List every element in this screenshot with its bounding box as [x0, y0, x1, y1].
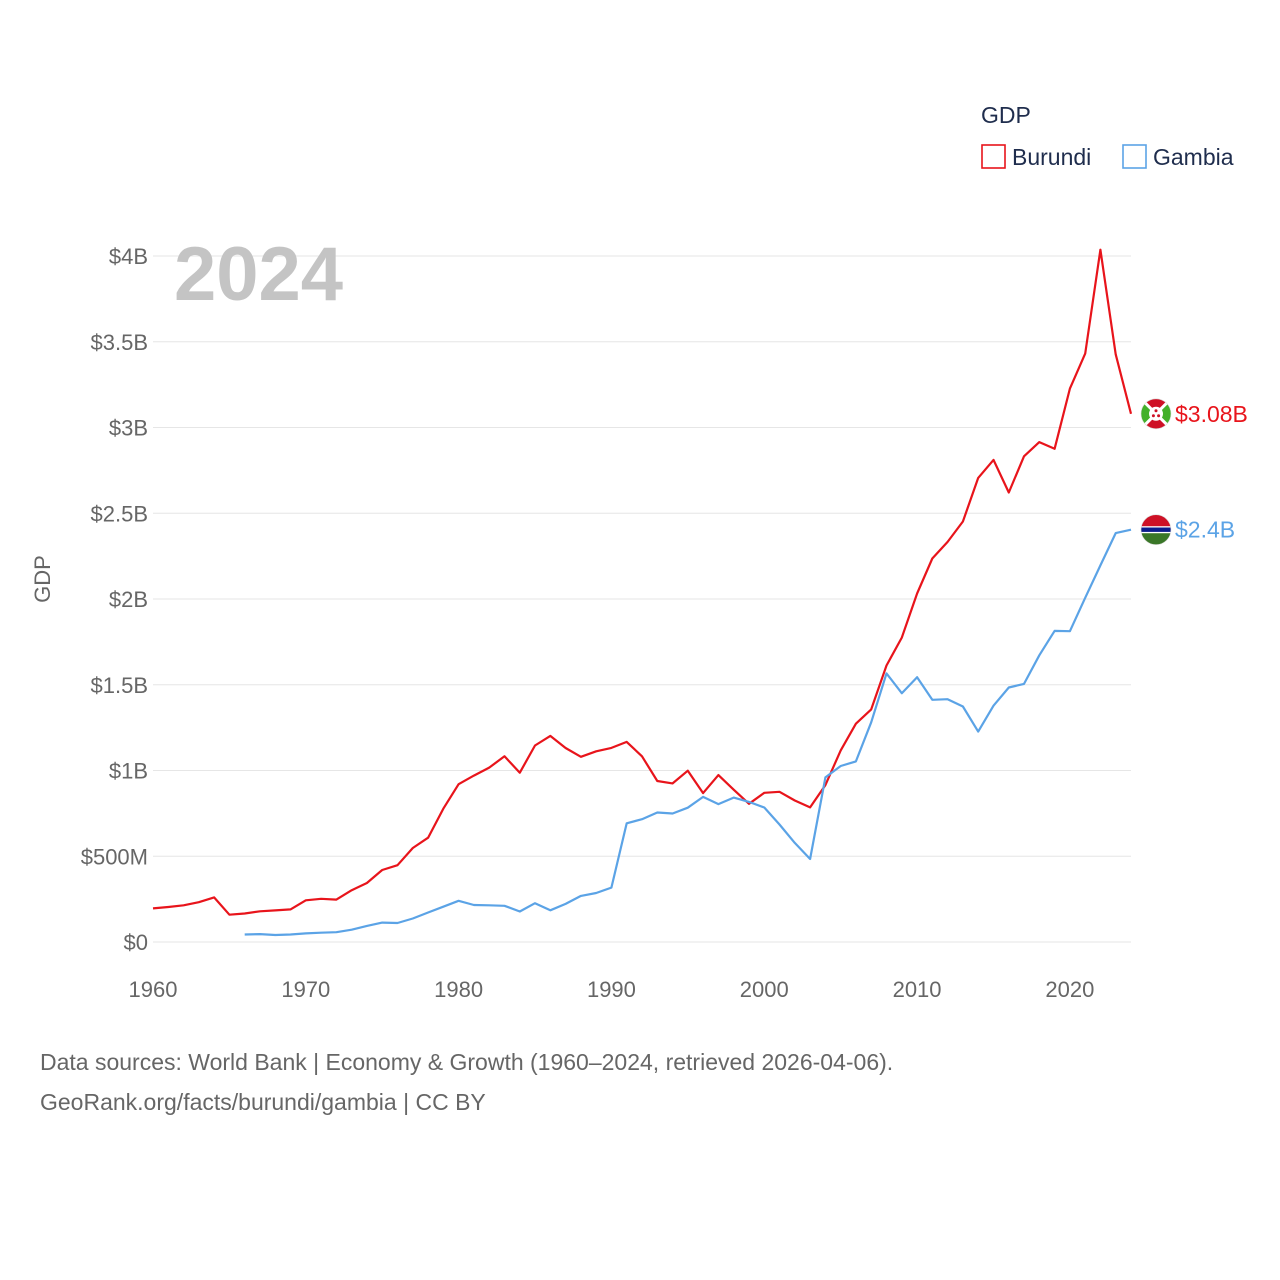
end-label-gambia: $2.4B [1175, 517, 1235, 543]
legend-swatch-gambia [1122, 144, 1147, 169]
y-tick-label: $3.5B [91, 330, 149, 355]
y-tick-label: $3B [109, 416, 148, 441]
legend-label-burundi: Burundi [1012, 144, 1091, 170]
series-line-gambia[interactable] [244, 528, 1132, 937]
y-tick-label: $1.5B [91, 673, 149, 698]
footer: Data sources: World Bank | Economy & Gro… [40, 1042, 893, 1122]
footer-sources: Data sources: World Bank | Economy & Gro… [40, 1049, 894, 1075]
y-tick-label: $1B [109, 759, 148, 784]
y-tick-label: $0 [124, 930, 148, 955]
y-axis-label: GDP [30, 555, 55, 603]
y-tick-label: $500M [81, 844, 148, 869]
legend-item-burundi[interactable]: Burundi [981, 144, 1091, 170]
legend: GDP Burundi Gambia [981, 102, 1234, 170]
x-tick-label: 2020 [1045, 977, 1094, 1002]
legend-label-gambia: Gambia [1153, 144, 1234, 170]
gambia-flag-icon [1140, 514, 1172, 546]
legend-swatch-burundi [981, 144, 1006, 169]
footer-attribution: GeoRank.org/facts/burundi/gambia | CC BY [40, 1089, 486, 1115]
burundi-flag-icon [1140, 398, 1172, 430]
series-lines [152, 248, 1133, 937]
x-axis-ticks: 1960 1970 1980 1990 2000 2010 2020 [129, 977, 1095, 1002]
legend-item-gambia[interactable]: Gambia [1122, 144, 1234, 170]
series-line-burundi[interactable] [152, 248, 1133, 916]
y-axis-ticks: $0 $500M $1B $1.5B $2B $2.5B $3B $3.5B $4B [81, 244, 148, 955]
legend-title: GDP [981, 102, 1031, 128]
grid-lines [153, 255, 1131, 943]
y-tick-label: $2.5B [91, 501, 149, 526]
x-tick-label: 1990 [587, 977, 636, 1002]
x-tick-label: 2010 [893, 977, 942, 1002]
x-tick-label: 1960 [129, 977, 178, 1002]
x-tick-label: 1980 [434, 977, 483, 1002]
x-tick-label: 2000 [740, 977, 789, 1002]
gdp-line-chart: $0$500M$1B$1.5B$2B$2.5B$3B$3.5B$4B 1960 1… [30, 102, 1248, 1002]
y-tick-label: $4B [109, 244, 148, 269]
end-label-burundi: $3.08B [1175, 401, 1248, 427]
year-watermark: 2024 [174, 232, 343, 317]
end-markers: $3.08B $2.4B [1140, 398, 1248, 546]
y-tick-label: $2B [109, 587, 148, 612]
x-tick-label: 1970 [281, 977, 330, 1002]
